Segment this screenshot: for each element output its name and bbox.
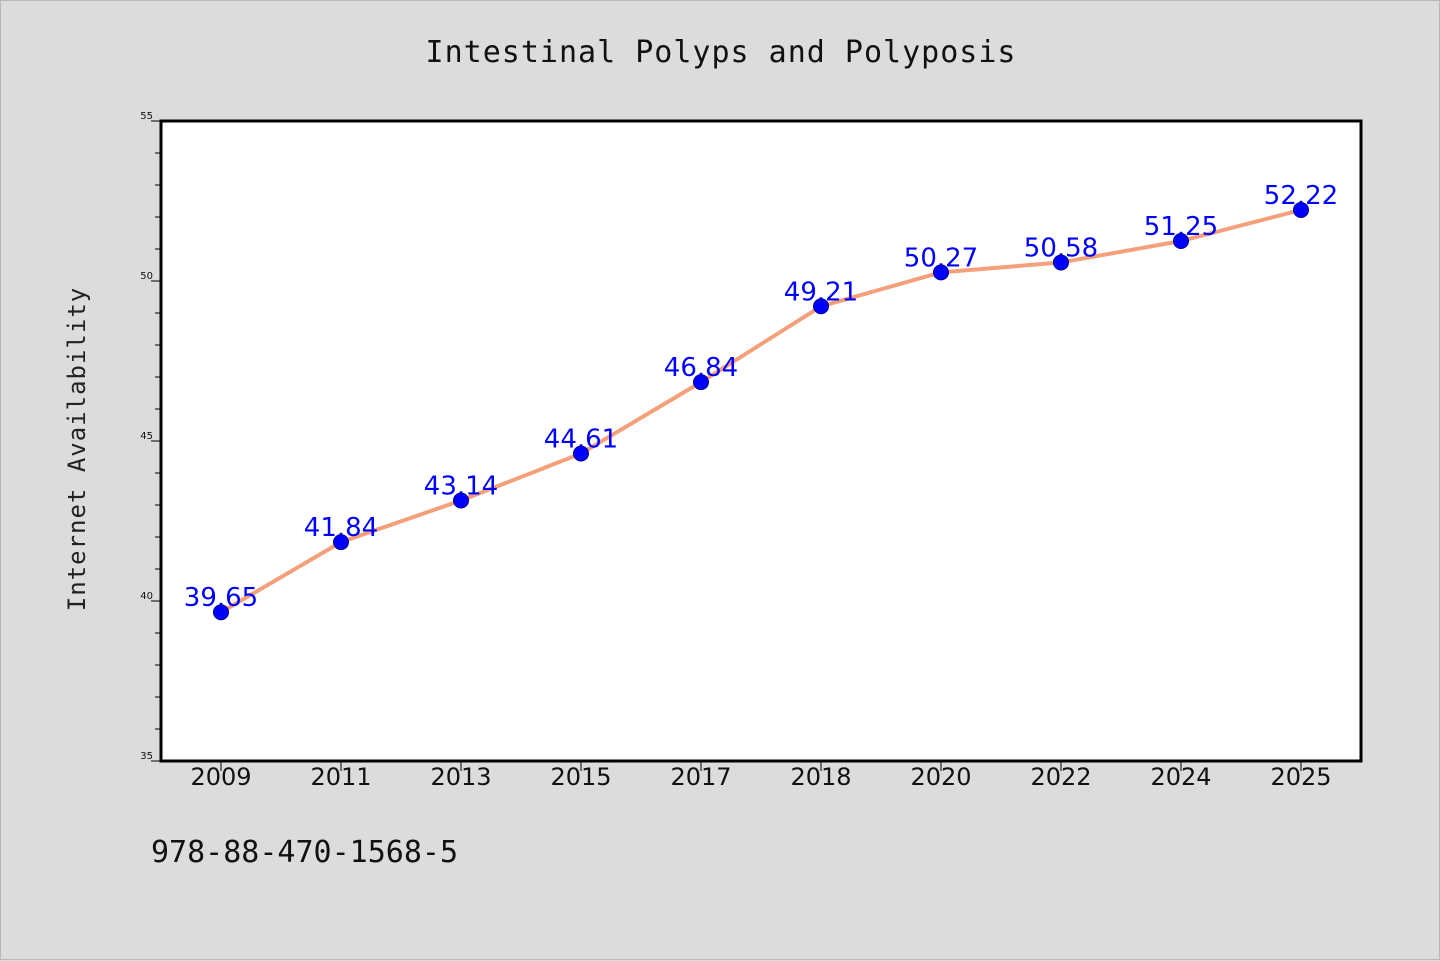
y-tick-label: 45 [140, 431, 153, 442]
x-tick-label: 2025 [1270, 763, 1331, 791]
data-point [1053, 254, 1069, 271]
data-point [333, 534, 349, 551]
data-point [573, 445, 589, 462]
x-tick-label: 2018 [790, 763, 851, 791]
x-tick-label: 2013 [430, 763, 491, 791]
x-tick-label: 2020 [910, 763, 971, 791]
x-tick-label: 2017 [670, 763, 731, 791]
series-line [219, 207, 1303, 615]
x-tick-label: 2022 [1030, 763, 1091, 791]
data-point [693, 374, 709, 391]
data-point [453, 492, 469, 509]
x-tick-label: 2011 [310, 763, 371, 791]
plot-frame [159, 119, 1363, 763]
footer-code: 978-88-470-1568-5 [151, 835, 459, 870]
data-point [933, 264, 949, 281]
data-point [1293, 201, 1309, 218]
y-tick-label: 40 [140, 591, 153, 602]
x-tick-label: 2009 [190, 763, 251, 791]
x-tick-label: 2015 [550, 763, 611, 791]
chart-title: Intestinal Polyps and Polyposis [425, 35, 1017, 70]
y-tick-label: 35 [140, 751, 153, 762]
data-point [813, 298, 829, 315]
y-tick-label: 50 [140, 271, 153, 282]
data-point [213, 604, 229, 621]
data-point [1173, 233, 1189, 249]
x-tick-label: 2024 [1150, 763, 1211, 791]
y-tick-label: 55 [140, 111, 153, 122]
plot-background [161, 121, 1361, 761]
